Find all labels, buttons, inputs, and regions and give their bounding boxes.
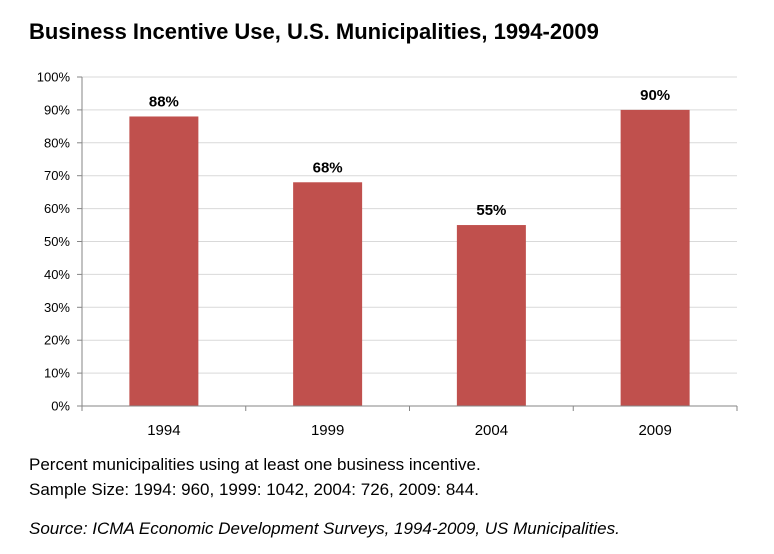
y-tick-label: 0% [51, 399, 70, 414]
data-label-1994: 88% [149, 93, 179, 110]
bar-2009 [620, 109, 690, 407]
y-tick-label: 30% [44, 300, 70, 315]
y-tick-label: 90% [44, 102, 70, 117]
y-tick-label: 20% [44, 333, 70, 348]
data-label-2009: 90% [640, 87, 670, 104]
y-tick-label: 40% [44, 267, 70, 282]
data-label-1999: 68% [313, 159, 343, 176]
x-tick-label-2009: 2009 [638, 422, 671, 439]
source-note: Source: ICMA Economic Development Survey… [29, 519, 620, 538]
x-tick-label-1994: 1994 [147, 422, 180, 439]
data-label-2004: 55% [476, 202, 506, 219]
bar-1999 [293, 182, 363, 406]
y-tick-label: 100% [37, 70, 71, 85]
y-tick-label: 70% [44, 168, 70, 183]
y-tick-label: 50% [44, 234, 70, 249]
bar-2004 [456, 225, 526, 406]
axes [77, 76, 738, 411]
chart-title: Business Incentive Use, U.S. Municipalit… [29, 19, 599, 44]
sample-size-note: Sample Size: 1994: 960, 1999: 1042, 2004… [29, 480, 479, 499]
bar-chart: 0% 10% 20% 30% 40% 50% 60% 70% 80% 90% 100% 88% 1994… [37, 70, 738, 440]
labels: 0% 10% 20% 30% 40% 50% 60% 70% 80% 90% 100% 88% 1994… [37, 70, 672, 440]
y-tick-label: 60% [44, 201, 70, 216]
bar-1994 [129, 116, 199, 406]
x-tick-label-2004: 2004 [475, 422, 508, 439]
x-tick-label-1999: 1999 [311, 422, 344, 439]
y-tick-label: 10% [44, 366, 70, 381]
description-note: Percent municipalities using at least on… [29, 455, 481, 474]
bars [129, 109, 690, 407]
y-tick-label: 80% [44, 135, 70, 150]
